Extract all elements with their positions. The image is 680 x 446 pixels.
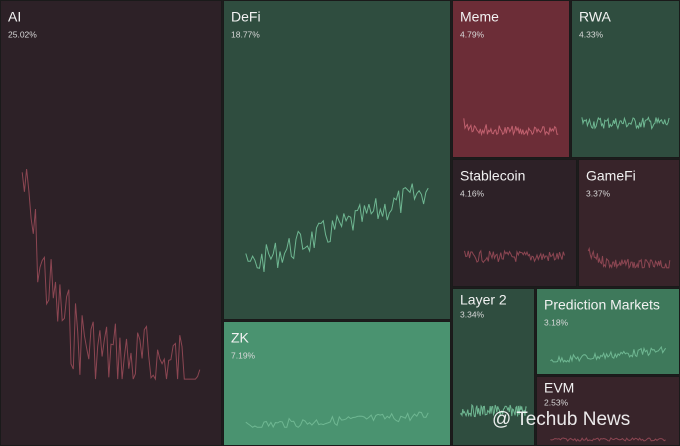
- sparkline: [550, 437, 666, 442]
- sparkline: [587, 246, 671, 270]
- tile-value-label: 4.16%: [460, 188, 485, 198]
- tile: [0, 0, 222, 446]
- sparkline: [550, 345, 667, 364]
- tile-name: EVM: [544, 380, 574, 396]
- tile-value-label: 4.33%: [579, 29, 604, 39]
- tile: [452, 288, 535, 446]
- tile-value-label: 25.02%: [8, 29, 37, 39]
- tile: [223, 0, 451, 320]
- tile-value-label: 7.19%: [231, 350, 256, 360]
- tile-value-label: 2.53%: [544, 397, 569, 407]
- tile-value-label: 3.18%: [544, 317, 569, 327]
- watermark: @ Techub News: [492, 409, 630, 430]
- tile-value-label: 3.34%: [460, 309, 485, 319]
- tile-value-label: 18.77%: [231, 29, 260, 39]
- tile: [571, 0, 680, 158]
- tile-name: GameFi: [586, 168, 636, 184]
- tile-name: AI: [8, 9, 21, 25]
- sparkline: [581, 116, 670, 130]
- tile: [452, 159, 577, 287]
- sparkline: [245, 183, 429, 273]
- sparkline: [464, 249, 565, 264]
- sparkline: [21, 168, 201, 381]
- tile-name: Layer 2: [460, 292, 507, 308]
- tile-name: Meme: [460, 9, 499, 25]
- tile-value-label: 3.37%: [586, 188, 611, 198]
- sparkline: [245, 411, 429, 429]
- sparkline: [459, 403, 527, 418]
- tile-name: ZK: [231, 330, 250, 346]
- tile-name: Prediction Markets: [544, 297, 660, 313]
- tile-value-label: 4.79%: [460, 29, 485, 39]
- tile-name: DeFi: [231, 9, 261, 25]
- tile-name: Stablecoin: [460, 168, 525, 184]
- sparkline: [463, 118, 559, 137]
- tile: [536, 376, 680, 446]
- tile-name: RWA: [579, 9, 612, 25]
